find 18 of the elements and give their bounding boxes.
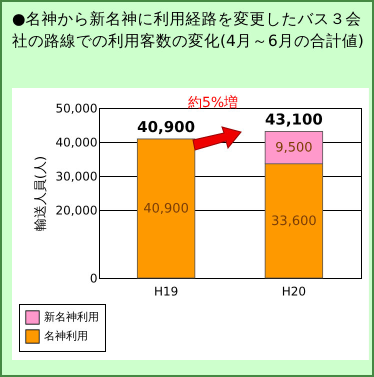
- x-tick-label: H19: [154, 284, 178, 298]
- y-tick-label: 50,000: [56, 102, 98, 116]
- y-tick-label: 20,000: [56, 204, 98, 218]
- bar: [136, 138, 196, 278]
- chart-title: ●名神から新名神に利用経路を変更したバス３会社の路線での利用客数の変化(4月～6月の合計値): [12, 9, 365, 52]
- total-label: 43,100: [264, 110, 323, 128]
- x-tick-label: H20: [282, 284, 306, 298]
- y-tick-label: 40,000: [56, 136, 98, 150]
- data-label: 33,600: [271, 214, 317, 229]
- y-tick-label: 30,000: [56, 170, 98, 184]
- y-axis-title: 輸送人員(人): [34, 156, 49, 232]
- data-label: 9,500: [275, 140, 313, 156]
- legend-label: 名神利用: [44, 330, 88, 342]
- y-tick-label: 0: [90, 272, 98, 286]
- annotation: 約5%増: [188, 94, 238, 112]
- legend-label: 新名神利用: [44, 310, 99, 324]
- data-label: 40,900: [143, 201, 189, 216]
- total-label: 40,900: [137, 118, 196, 136]
